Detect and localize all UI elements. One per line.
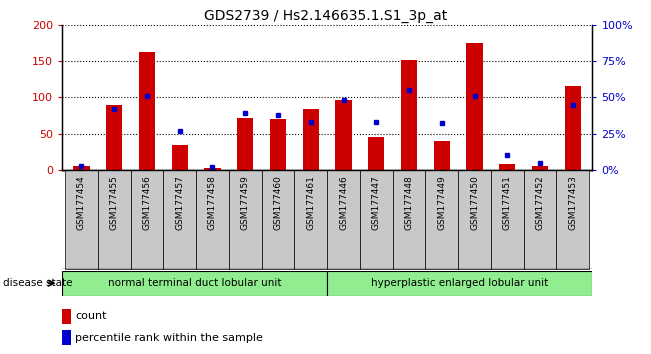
Bar [434, 141, 450, 170]
Text: GSM177446: GSM177446 [339, 175, 348, 230]
Text: GSM177447: GSM177447 [372, 175, 381, 230]
Bar [74, 166, 90, 170]
Bar [62, 271, 327, 296]
Text: GSM177458: GSM177458 [208, 175, 217, 230]
Text: GSM177449: GSM177449 [437, 175, 446, 230]
Text: GSM177461: GSM177461 [306, 175, 315, 230]
Bar [229, 170, 262, 269]
Bar [466, 43, 482, 170]
Text: count: count [75, 311, 107, 321]
Bar [62, 330, 72, 345]
Bar [98, 170, 131, 269]
Bar [491, 170, 523, 269]
Bar [360, 170, 393, 269]
Bar [401, 59, 417, 170]
Text: percentile rank within the sample: percentile rank within the sample [75, 332, 263, 343]
Text: GDS2739 / Hs2.146635.1.S1_3p_at: GDS2739 / Hs2.146635.1.S1_3p_at [204, 9, 447, 23]
Text: GSM177454: GSM177454 [77, 175, 86, 230]
Bar [237, 118, 253, 170]
Bar [294, 170, 327, 269]
Text: GSM177450: GSM177450 [470, 175, 479, 230]
Bar [270, 119, 286, 170]
Bar [532, 166, 548, 170]
Bar [65, 170, 98, 269]
Bar [172, 144, 188, 170]
Bar [196, 170, 229, 269]
Bar [557, 170, 589, 269]
Bar [106, 104, 122, 170]
Bar [499, 164, 516, 170]
Text: GSM177455: GSM177455 [110, 175, 118, 230]
Bar [327, 271, 592, 296]
Bar [163, 170, 196, 269]
Text: GSM177457: GSM177457 [175, 175, 184, 230]
Bar [327, 170, 360, 269]
Text: GSM177453: GSM177453 [568, 175, 577, 230]
Bar [204, 169, 221, 170]
Bar [335, 100, 352, 170]
Text: GSM177451: GSM177451 [503, 175, 512, 230]
Bar [262, 170, 294, 269]
Bar [425, 170, 458, 269]
Text: GSM177452: GSM177452 [536, 175, 544, 230]
Bar [303, 109, 319, 170]
Bar [393, 170, 425, 269]
Text: hyperplastic enlarged lobular unit: hyperplastic enlarged lobular unit [371, 278, 548, 288]
Text: GSM177448: GSM177448 [404, 175, 413, 230]
Text: GSM177456: GSM177456 [143, 175, 152, 230]
Bar [523, 170, 557, 269]
Text: GSM177460: GSM177460 [273, 175, 283, 230]
Bar [368, 137, 385, 170]
Bar [458, 170, 491, 269]
Bar [139, 52, 155, 170]
Bar [564, 86, 581, 170]
Text: disease state: disease state [3, 278, 73, 288]
Bar [62, 309, 72, 324]
Bar [131, 170, 163, 269]
Text: normal terminal duct lobular unit: normal terminal duct lobular unit [107, 278, 281, 288]
Text: GSM177459: GSM177459 [241, 175, 250, 230]
